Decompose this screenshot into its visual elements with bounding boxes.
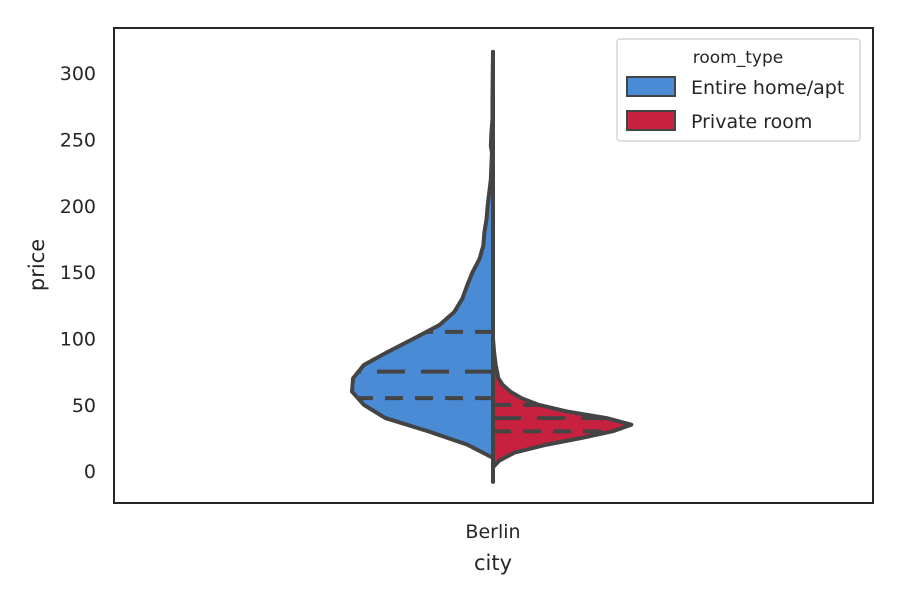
legend-swatch-private-room — [626, 110, 676, 131]
x-axis-label: city — [474, 551, 512, 575]
y-tick-label: 0 — [84, 461, 96, 483]
y-tick-label: 100 — [60, 328, 96, 350]
y-tick-label: 50 — [72, 395, 96, 417]
y-tick-label: 250 — [60, 129, 96, 151]
y-tick-label: 150 — [60, 262, 96, 284]
legend-title: room_type — [693, 48, 783, 68]
legend-box — [616, 38, 861, 142]
legend: room_type Entire home/apt Private room — [616, 38, 861, 142]
y-axis-label: price — [25, 239, 49, 291]
x-tick-label-berlin: Berlin — [465, 521, 520, 543]
violin-half-right — [493, 338, 632, 482]
y-axis-ticks: 0 50 100 150 200 250 300 — [60, 63, 96, 483]
legend-label-entire-home: Entire home/apt — [691, 77, 844, 99]
violin-half-left — [352, 51, 493, 482]
legend-swatch-entire-home — [626, 76, 676, 97]
legend-label-private-room: Private room — [691, 111, 812, 133]
y-tick-label: 300 — [60, 63, 96, 85]
y-tick-label: 200 — [60, 196, 96, 218]
violin-layer — [350, 49, 634, 484]
